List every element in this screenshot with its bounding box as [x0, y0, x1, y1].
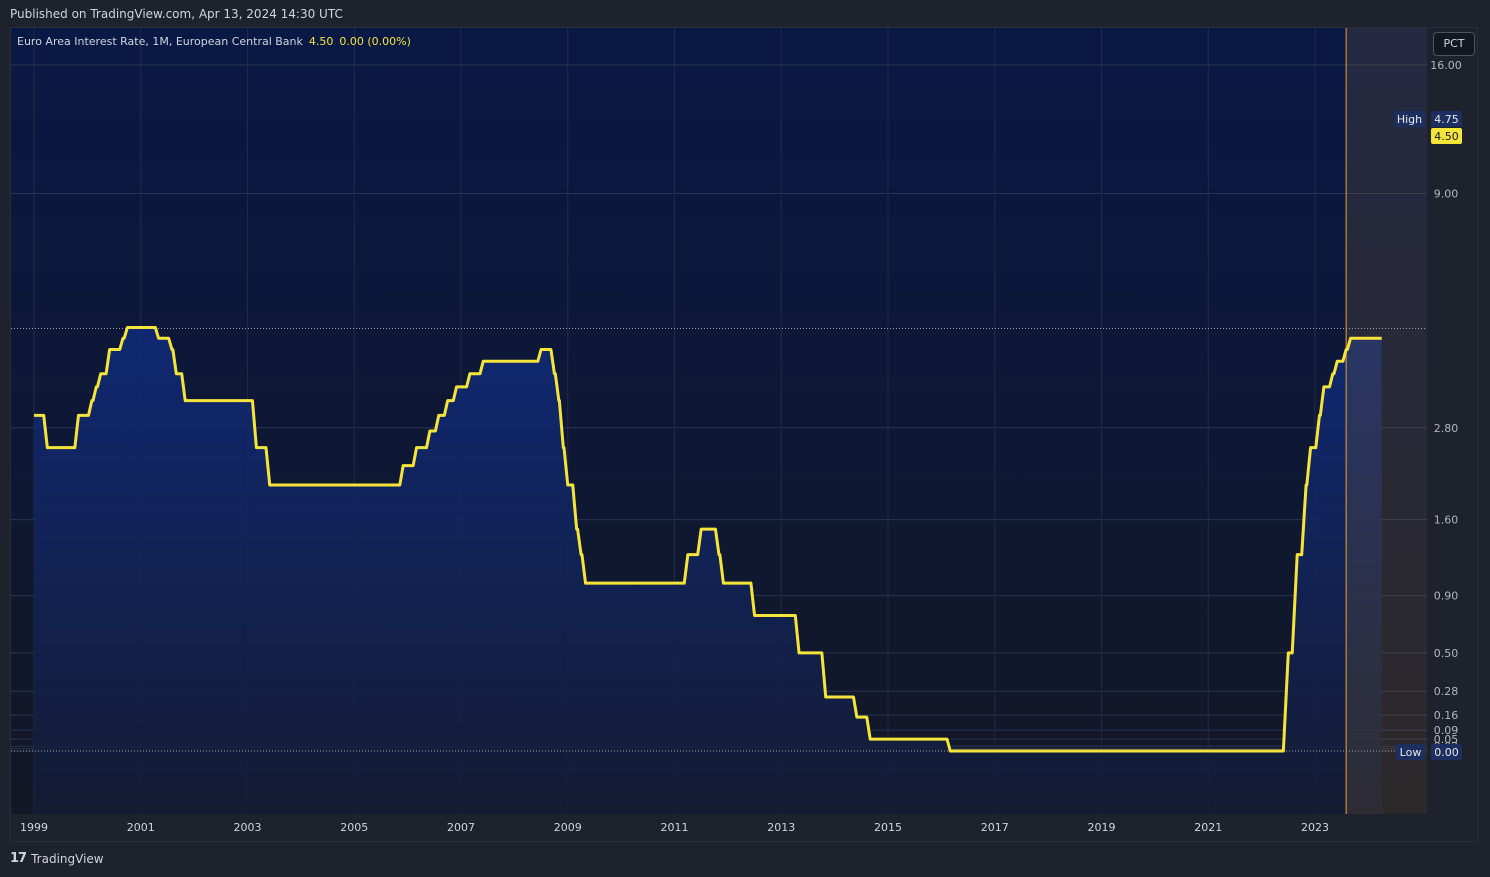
x-tick-label: 2013: [767, 821, 795, 834]
y-tick-label: 0.05: [1434, 733, 1459, 746]
x-tick-label: 2011: [661, 821, 689, 834]
x-tick-label: 2003: [234, 821, 262, 834]
legend-title: Euro Area Interest Rate, 1M, European Ce…: [17, 35, 303, 48]
chart-frame: [10, 27, 1478, 842]
price-badges: High 4.75 4.50 Low 0.00: [1394, 111, 1462, 760]
y-tick-label: 16.00: [1430, 59, 1462, 72]
y-tick-label: 0.09: [1434, 724, 1459, 737]
y-tick-label: 1.60: [1434, 514, 1459, 527]
brand-name: TradingView: [31, 851, 104, 866]
y-tick-label: 0.50: [1434, 647, 1459, 660]
x-tick-label: 2021: [1194, 821, 1222, 834]
y-axis: 16.009.002.801.600.900.500.280.160.090.0…: [1430, 59, 1462, 758]
legend-change: 0.00 (0.00%): [339, 35, 411, 48]
low-label: Low: [1400, 746, 1422, 759]
x-tick-label: 2019: [1088, 821, 1116, 834]
last-value-badge-bg: [1431, 128, 1462, 144]
footer: 17 TradingView: [10, 851, 104, 866]
area-fill: [34, 327, 1382, 814]
x-tick-label: 1999: [20, 821, 48, 834]
series-line[interactable]: [34, 325, 1382, 753]
low-value-bg: [1431, 744, 1462, 760]
tradingview-logo-icon: 17: [10, 851, 27, 866]
y-tick-label: 9.00: [1434, 187, 1459, 200]
percent-scale-button[interactable]: PCT: [1433, 32, 1475, 56]
x-tick-label: 2005: [340, 821, 368, 834]
legend: Euro Area Interest Rate, 1M, European Ce…: [17, 35, 411, 48]
last-value-badge: 4.50: [1434, 130, 1459, 143]
x-tick-label: 2017: [981, 821, 1009, 834]
x-tick-label: 2007: [447, 821, 475, 834]
x-tick-label: 2023: [1301, 821, 1329, 834]
high-label: High: [1397, 113, 1422, 126]
high-value: 4.75: [1434, 113, 1459, 126]
projection-zone: [1346, 28, 1427, 814]
y-tick-label: 0.16: [1434, 709, 1459, 722]
x-tick-label: 2009: [554, 821, 582, 834]
low-value: 0.00: [1434, 746, 1459, 759]
high-label-bg: [1394, 111, 1425, 127]
high-value-bg: [1431, 111, 1462, 127]
y-tick-label: 2.80: [1434, 422, 1459, 435]
legend-last-value: 4.50: [308, 35, 334, 48]
x-axis: 1999 2001 2003 2005 2007 2009 2011 2013 2015 2017…: [20, 821, 1329, 834]
x-tick-label: 2001: [127, 821, 155, 834]
published-caption: Published on TradingView.com, Apr 13, 20…: [10, 7, 343, 21]
y-tick-label: 0.28: [1434, 685, 1459, 698]
y-tick-label: 0.90: [1434, 590, 1459, 603]
low-label-bg: [1396, 744, 1425, 760]
x-tick-label: 2015: [874, 821, 902, 834]
